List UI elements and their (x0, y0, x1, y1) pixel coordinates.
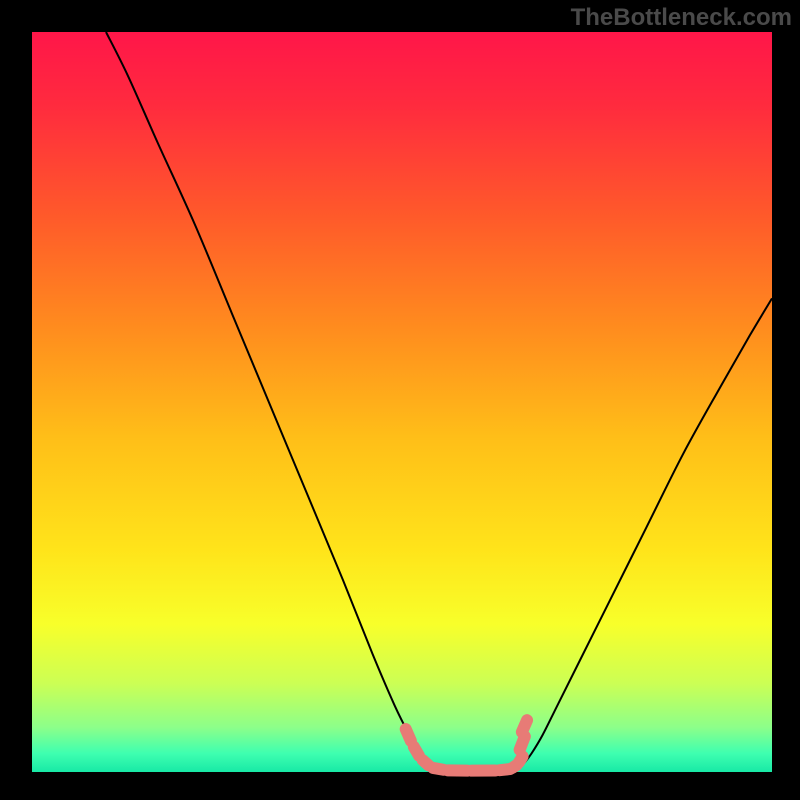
left-curve (106, 32, 439, 771)
plot-area (32, 32, 772, 772)
chart-stage: TheBottleneck.com (0, 0, 800, 800)
highlight-stroke (520, 736, 525, 749)
highlight-stroke (423, 760, 429, 765)
highlight-stroke (433, 768, 443, 770)
right-curve (513, 298, 772, 770)
highlight-stroke (414, 747, 419, 756)
highlight-stroke (519, 756, 523, 762)
highlight-stroke (406, 729, 411, 741)
curve-layer (32, 32, 772, 772)
watermark-text: TheBottleneck.com (571, 4, 792, 32)
highlight-stroke (522, 720, 527, 732)
highlight-strokes (406, 720, 527, 770)
